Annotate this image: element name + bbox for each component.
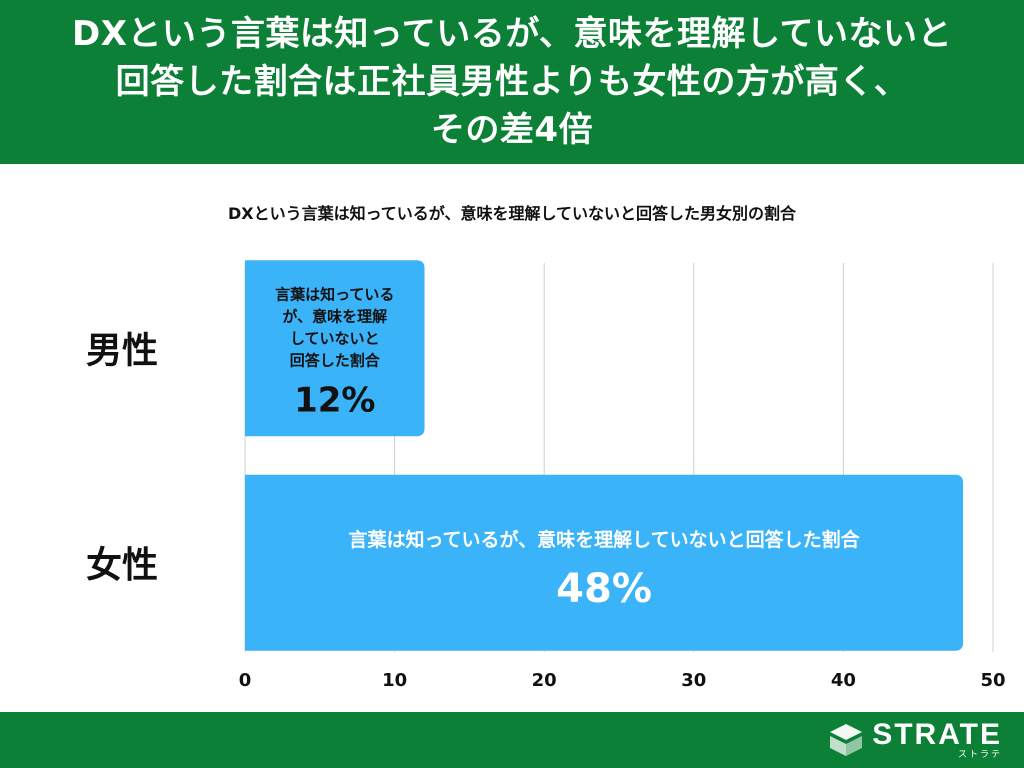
x-tick-label-0: 0: [239, 670, 252, 691]
bar-label-1-line-0: 言葉は知っているが、意味を理解していないと回答した割合: [348, 528, 860, 551]
header-banner: DXという言葉は知っているが、意味を理解していないと 回答した割合は正社員男性よ…: [0, 0, 1024, 164]
bar-1: [245, 474, 964, 651]
logo-wordmark: STRATE: [872, 718, 1002, 751]
x-tick-label-2: 20: [532, 670, 557, 691]
category-label-0: 男性: [86, 330, 158, 371]
chart-title: DXという言葉は知っているが、意味を理解していないと回答した男女別の割合: [227, 204, 797, 223]
category-label-1: 女性: [86, 545, 158, 586]
strate-logo: STRATE ストラテ: [828, 718, 1002, 762]
bar-chart: 0 10 20 30 40 50男性言葉は知っているが、意味を理解していないと回答した割合…: [86, 260, 1006, 691]
bar-0: [245, 260, 425, 437]
bar-label-0-line-2: していないと: [290, 329, 380, 347]
bar-label-0-line-1: が、意味を理解: [282, 307, 387, 325]
page-title-line-1: DXという言葉は知っているが、意味を理解していないと: [71, 14, 953, 54]
page-title: DXという言葉は知っているが、意味を理解していないと 回答した割合は正社員男性よ…: [52, 10, 972, 154]
page-title-line-3: その差4倍: [430, 110, 594, 150]
x-tick-label-5: 50: [980, 670, 1005, 691]
logo-kana: ストラテ: [957, 750, 1002, 760]
footer-bar: STRATE ストラテ: [0, 712, 1024, 768]
strate-logo-icon: [830, 724, 863, 756]
x-tick-label-4: 40: [831, 670, 856, 691]
bar-label-0-line-3: 回答した割合: [290, 351, 381, 369]
bar-label-0-line-0: 言葉は知っている: [275, 285, 394, 303]
data-label-1: 48%: [556, 566, 652, 612]
data-label-0: 12%: [294, 380, 375, 420]
page-title-line-2: 回答した割合は正社員男性よりも女性の方が高く、: [115, 62, 909, 102]
x-tick-label-1: 10: [382, 670, 407, 691]
x-tick-label-3: 30: [681, 670, 706, 691]
